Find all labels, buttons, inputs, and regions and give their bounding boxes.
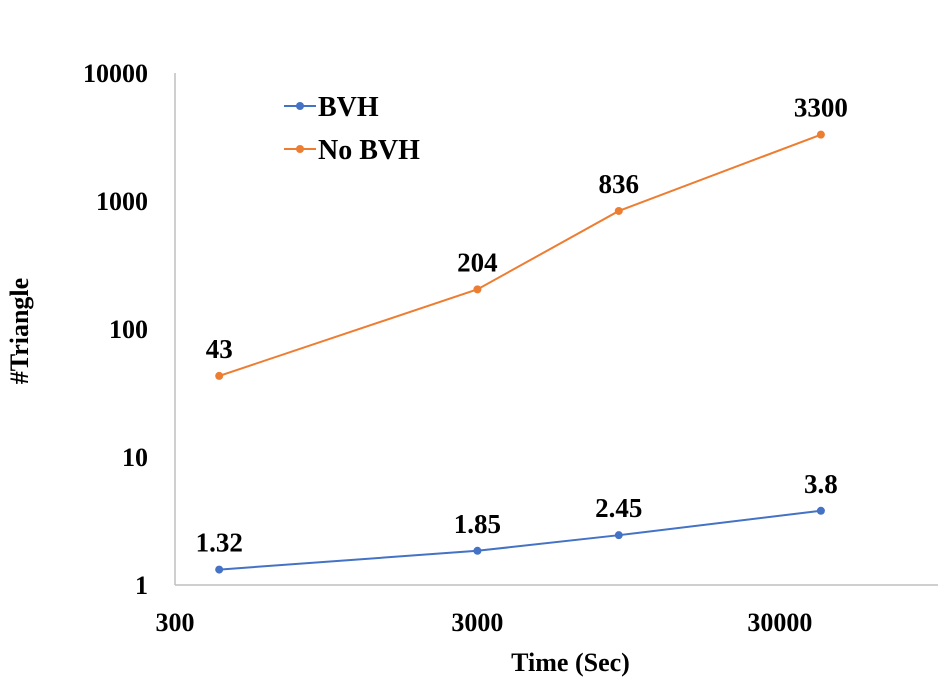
legend-item: BVH [284,92,379,123]
x-axis-title: Time (Sec) [511,648,630,677]
x-tick-label: 300 [156,608,195,637]
y-tick-label: 10000 [83,59,148,88]
legend-label: BVH [318,92,379,123]
data-label: 1.85 [454,509,501,539]
data-label: 204 [457,247,498,277]
series-layer: 1.32 1.85 2.45 3.8 43 204 836 3300 [196,93,848,574]
y-tick-label: 100 [109,315,148,344]
data-label: 3300 [794,93,848,123]
legend-label: No BVH [318,135,420,166]
y-tick-labels: 1 10 100 1000 10000 [83,59,148,600]
data-label: 1.32 [196,528,243,558]
y-tick-label: 1000 [96,187,148,216]
x-tick-labels: 300 3000 30000 [156,608,813,637]
data-label: 2.45 [595,493,642,523]
x-tick-label: 3000 [451,608,503,637]
series-line [218,133,822,377]
data-point [614,531,623,540]
axes [174,73,938,586]
data-point [215,565,224,574]
series-line [219,509,822,571]
legend-marker [296,145,304,153]
data-label: 3.8 [804,469,838,499]
data-point [473,546,482,555]
data-point [473,285,482,294]
data-label: 43 [206,334,233,364]
series-bvh: 1.32 1.85 2.45 3.8 [196,469,838,574]
series-no-bvh: 43 204 836 3300 [206,93,848,380]
y-axis-title: #Triangle [5,278,34,384]
data-point [816,130,825,139]
y-tick-label: 10 [122,443,148,472]
data-label: 836 [599,169,640,199]
legend-marker [296,102,304,110]
x-tick-label: 30000 [747,608,812,637]
data-point [215,371,224,380]
data-point [614,206,623,215]
legend: BVH No BVH [284,92,420,166]
data-point [816,506,825,515]
y-tick-label: 1 [135,571,148,600]
legend-item: No BVH [284,135,420,166]
